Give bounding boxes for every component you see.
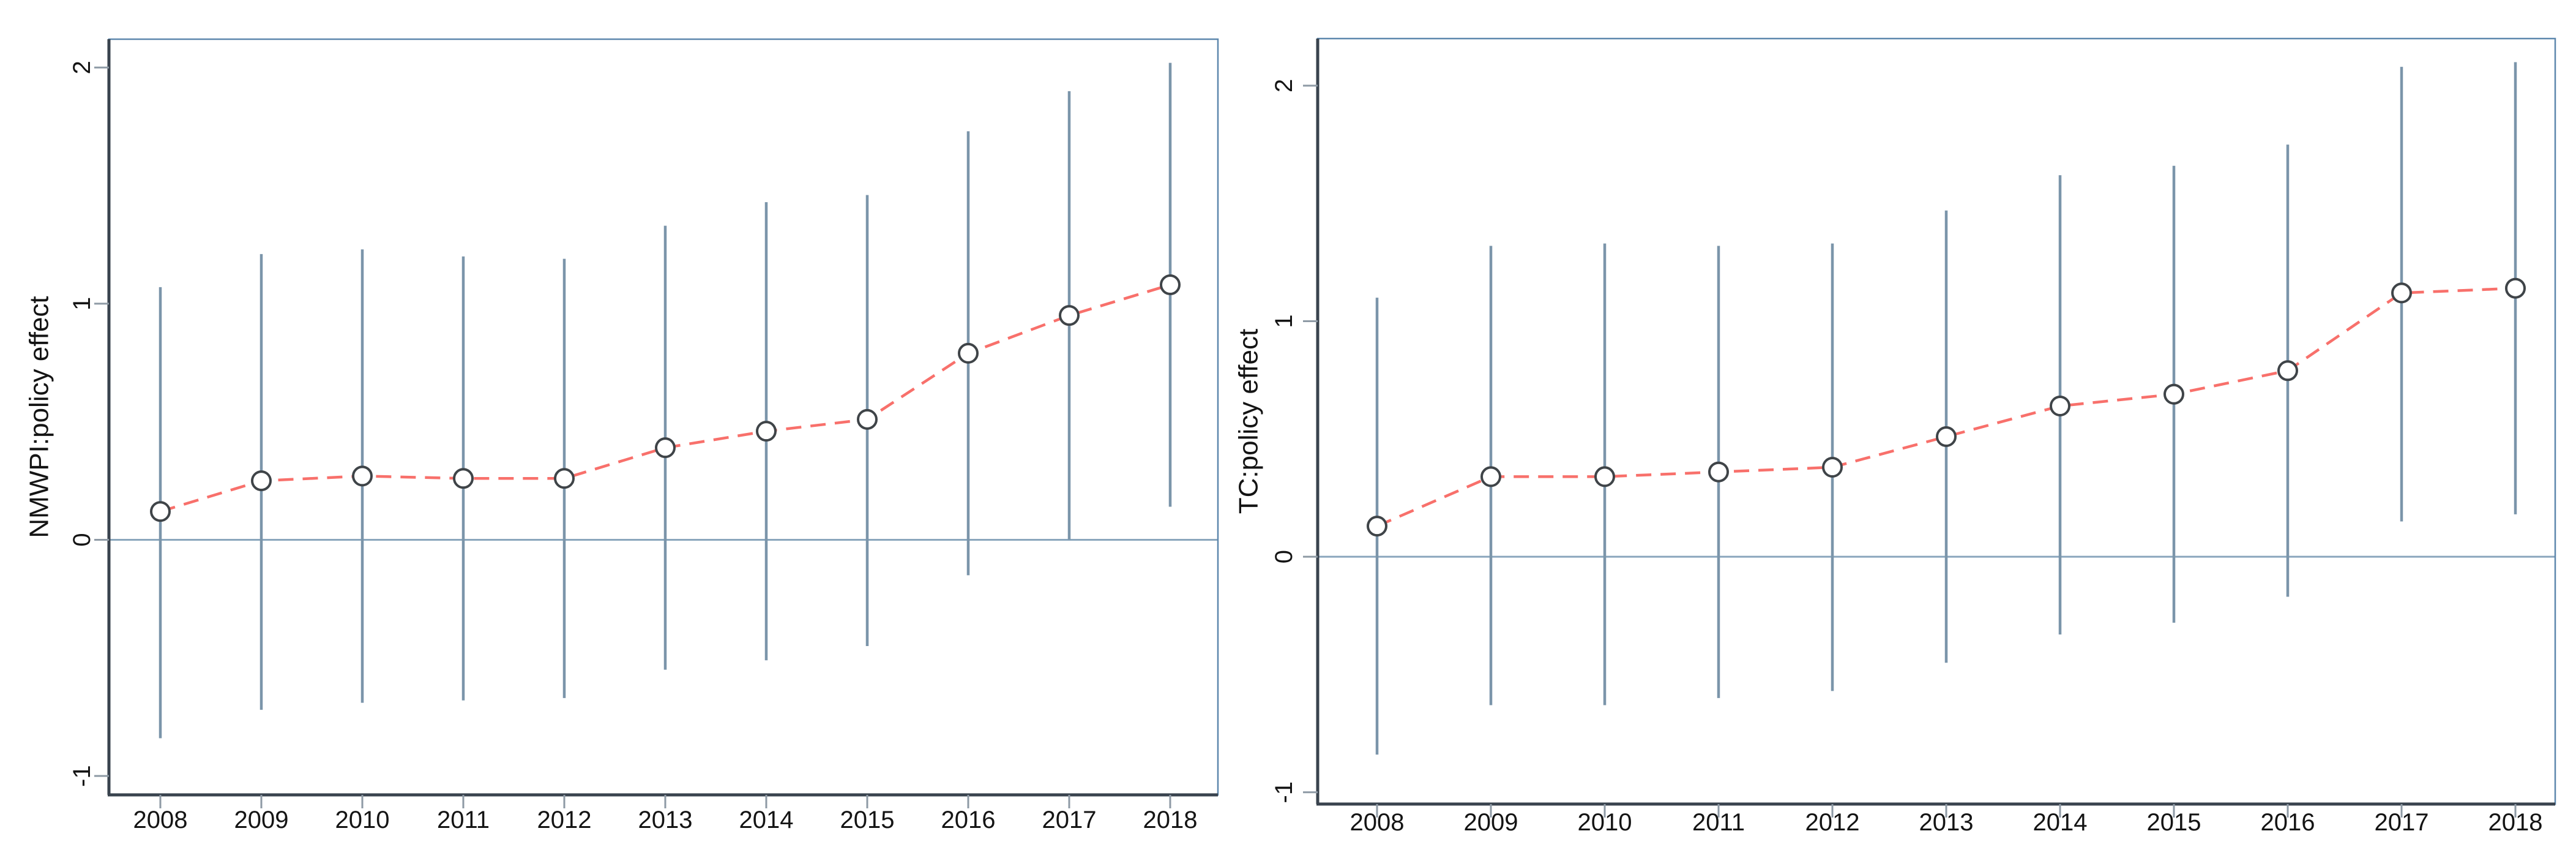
x-tick-label: 2014 [739,806,794,833]
point-estimate-marker [1822,457,1843,478]
point-estimate-marker [1594,466,1615,487]
point-estimate-marker [453,468,474,489]
x-tick-label: 2017 [1042,806,1097,833]
point-estimate-marker [554,468,575,489]
point-estimate-marker [251,470,272,492]
nmwpi-panel: -1 0 1 2 2008 2009 2010 2011 2012 2013 2014 2015 201… [24,38,1219,833]
x-tick-label: 2013 [638,806,693,833]
point-estimate-marker [1480,466,1501,487]
point-estimate-marker [2505,277,2526,299]
y-tick-label: 1 [1271,314,1297,328]
x-tick-label: 2012 [537,806,592,833]
x-tick-label: 2011 [1692,809,1745,836]
x-tick-label: 2017 [2375,809,2429,836]
x-tick-label: 2008 [133,806,188,833]
point-estimate-marker [756,421,777,442]
x-tick-label: 2009 [234,806,289,833]
point-estimate-marker [2391,282,2412,304]
y-axis-title: NMWPI:policy effect [24,296,54,538]
x-tick-label: 2011 [437,806,490,833]
y-tick-label: 0 [69,533,95,546]
plot-frame [108,38,1219,796]
tc-panel: -1 0 1 2 2008 2009 2010 2011 2012 2013 2014 2015 201… [1234,37,2556,836]
point-estimate-marker [1936,426,1957,447]
x-tick-label: 2018 [2488,809,2543,836]
y-tick-label: 0 [1271,550,1297,563]
point-estimate-marker [1708,461,1729,483]
y-tick-label: 2 [1271,79,1297,92]
point-estimate-marker [2277,360,2298,382]
plot-frame [1316,37,2556,805]
point-estimate-marker [2050,396,2070,416]
point-estimate-marker [655,437,676,459]
x-tick-label: 2016 [2261,809,2315,836]
point-estimate-dashed-line [1376,287,2516,528]
y-axis-title: TC:policy effect [1234,329,1264,514]
x-tick-label: 2010 [1578,809,1632,836]
x-tick-label: 2010 [335,806,390,833]
point-estimate-marker [2163,383,2184,405]
x-tick-label: 2014 [2033,809,2088,836]
x-tick-label: 2016 [941,806,996,833]
x-tick-label: 2018 [1143,806,1198,833]
point-estimate-marker [1367,516,1387,537]
point-estimate-marker [1160,274,1181,296]
x-tick-label: 2009 [1464,809,1518,836]
point-estimate-marker [1059,305,1080,326]
point-estimate-marker [150,501,171,522]
x-tick-label: 2013 [1919,809,1974,836]
x-tick-label: 2008 [1350,809,1405,836]
y-tick-label: 1 [69,297,95,310]
point-estimate-marker [958,342,979,364]
x-tick-label: 2015 [2147,809,2201,836]
point-estimate-marker [352,465,373,487]
point-estimate-marker [857,408,878,430]
y-tick-label: -1 [1271,781,1297,803]
y-tick-label: 2 [69,61,95,74]
y-tick-label: -1 [69,765,95,787]
x-tick-label: 2015 [840,806,895,833]
x-tick-label: 2012 [1805,809,1860,836]
